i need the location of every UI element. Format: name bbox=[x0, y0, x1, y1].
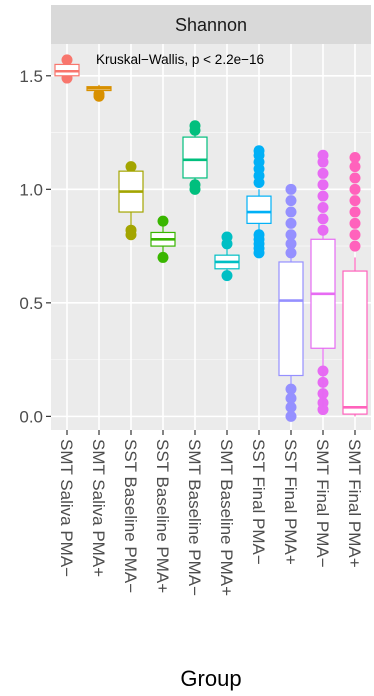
y-tick-label: 0.5 bbox=[19, 294, 43, 313]
y-axis: 0.0 0.5 1.0 1.5 bbox=[19, 67, 51, 426]
outlier-point bbox=[93, 90, 105, 102]
outlier-point bbox=[349, 240, 361, 252]
x-axis: SMT Saliva PMA− SMT Saliva PMA+ SST Baseli… bbox=[57, 430, 364, 596]
outlier-point bbox=[317, 201, 329, 213]
outlier-point bbox=[349, 229, 361, 241]
outlier-point bbox=[349, 183, 361, 195]
outlier-point bbox=[317, 167, 329, 179]
x-tick-label: SST Baseline PMA+ bbox=[153, 439, 172, 593]
outlier-point bbox=[221, 231, 233, 243]
box-group bbox=[54, 54, 80, 84]
y-tick-label: 1.0 bbox=[19, 180, 43, 199]
outlier-point bbox=[317, 149, 329, 161]
box-group bbox=[86, 84, 112, 102]
x-tick-label: SST Final PMA+ bbox=[281, 439, 300, 565]
x-axis-title: Group bbox=[180, 666, 241, 691]
x-tick-label: SST Final PMA− bbox=[249, 439, 268, 565]
outlier-point bbox=[285, 183, 297, 195]
outlier-point bbox=[189, 120, 201, 132]
box-iqr bbox=[278, 261, 304, 377]
outlier-point bbox=[317, 190, 329, 202]
box-group bbox=[214, 231, 240, 282]
box-iqr bbox=[246, 195, 272, 224]
outlier-point bbox=[125, 161, 137, 173]
box-group bbox=[150, 215, 176, 263]
box-group bbox=[278, 183, 304, 422]
y-tick-label: 0.0 bbox=[19, 407, 43, 426]
box-group bbox=[342, 152, 368, 417]
x-tick-label: SMT Baseline PMA− bbox=[185, 439, 204, 596]
x-tick-label: SMT Final PMA− bbox=[313, 439, 332, 568]
panel-background bbox=[51, 44, 371, 430]
box-series bbox=[54, 54, 368, 422]
box-group bbox=[118, 161, 144, 241]
outlier-point bbox=[317, 179, 329, 191]
box-iqr bbox=[342, 270, 368, 415]
outlier-point bbox=[317, 213, 329, 225]
outlier-point bbox=[253, 229, 265, 241]
outlier-point bbox=[61, 54, 73, 66]
outlier-point bbox=[349, 206, 361, 218]
outlier-point bbox=[349, 195, 361, 207]
outlier-point bbox=[285, 247, 297, 259]
outlier-point bbox=[285, 238, 297, 250]
facet-strip bbox=[51, 5, 371, 44]
kruskal-wallis-annotation: Kruskal−Wallis, p < 2.2e−16 bbox=[96, 52, 264, 67]
outlier-point bbox=[349, 217, 361, 229]
outlier-point bbox=[285, 217, 297, 229]
outlier-point bbox=[157, 251, 169, 263]
outlier-point bbox=[349, 172, 361, 184]
outlier-point bbox=[317, 224, 329, 236]
outlier-point bbox=[189, 179, 201, 191]
x-tick-label: SMT Saliva PMA+ bbox=[89, 439, 108, 577]
x-tick-label: SMT Baseline PMA+ bbox=[217, 439, 236, 596]
facet-strip-label: Shannon bbox=[175, 15, 247, 35]
outlier-point bbox=[285, 229, 297, 241]
box-group bbox=[182, 120, 208, 195]
outlier-point bbox=[349, 161, 361, 173]
outlier-point bbox=[157, 215, 169, 227]
outlier-point bbox=[221, 270, 233, 282]
outlier-point bbox=[253, 145, 265, 157]
outlier-point bbox=[285, 206, 297, 218]
y-tick-label: 1.5 bbox=[19, 67, 43, 86]
outlier-point bbox=[125, 224, 137, 236]
outlier-point bbox=[285, 410, 297, 422]
outlier-point bbox=[285, 195, 297, 207]
box-iqr bbox=[182, 136, 208, 179]
x-tick-label: SMT Saliva PMA− bbox=[57, 439, 76, 577]
outlier-point bbox=[349, 152, 361, 164]
x-tick-label: SST Baseline PMA− bbox=[121, 439, 140, 593]
box-group bbox=[246, 145, 272, 259]
x-tick-label: SMT Final PMA+ bbox=[345, 439, 364, 568]
box-group bbox=[310, 149, 336, 416]
